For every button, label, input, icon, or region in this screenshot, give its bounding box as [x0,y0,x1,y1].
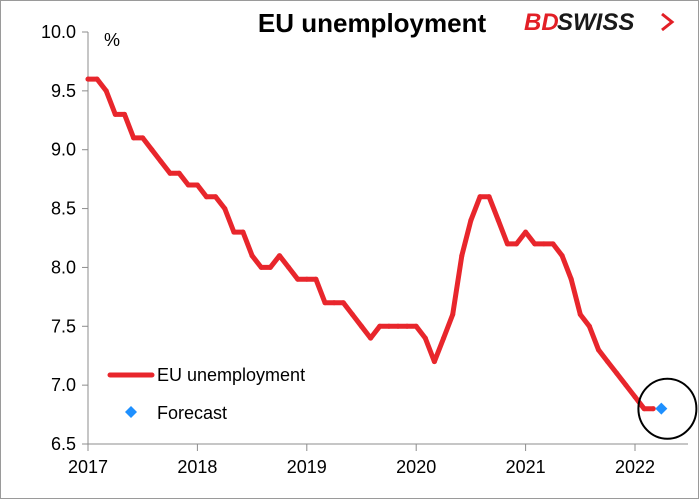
data-point [477,194,483,200]
data-point [441,335,447,341]
data-point [349,312,355,317]
data-point [577,312,583,317]
data-point [623,382,629,388]
data-point [650,406,656,412]
x-axis: 2017 2018 2019 2020 2021 2022 [68,443,688,477]
x-tick-label: 2018 [177,457,217,477]
y-unit-label: % [104,30,120,50]
data-point [459,253,465,259]
y-tick-label: 9.0 [51,140,76,160]
series-layer [85,76,668,415]
legend: EU unemployment Forecast [107,365,305,423]
data-point [277,253,282,259]
data-point [468,217,474,223]
x-tick-label: 2017 [68,457,108,477]
data-point [286,264,292,270]
x-tick-label: 2020 [396,457,436,477]
data-point [541,241,547,247]
data-point [413,323,419,329]
forecast-highlight-circle [637,377,698,440]
data-point [596,347,601,353]
data-point [568,276,574,282]
data-point [167,170,173,176]
data-point [131,135,137,141]
chart-title: EU unemployment [258,8,487,38]
y-tick-label: 6.5 [51,434,76,454]
y-tick-label: 7.5 [51,316,76,336]
forecast-marker [655,402,668,415]
data-point [249,253,255,259]
data-point [395,323,401,329]
data-point [641,406,647,412]
data-point [559,253,565,259]
data-point [322,300,328,306]
data-point [149,147,155,153]
data-point [550,241,556,247]
data-point [359,323,364,329]
data-point [258,264,264,270]
data-point [213,194,219,200]
data-point [85,76,91,82]
data-point [295,276,301,282]
legend-swatch-diamond [125,406,137,418]
data-point [267,264,273,270]
y-axis: 10.0 9.5 9.0 8.5 8.0 7.5 7.0 6.5 [41,22,89,454]
data-point [313,276,319,282]
data-point [94,76,100,82]
data-point [523,229,529,235]
data-point [486,194,492,200]
brand-text-swiss: SWISS [557,9,634,36]
y-tick-label: 7.0 [51,375,76,395]
data-point [504,241,510,247]
y-tick-label: 8.5 [51,199,76,219]
y-tick-label: 9.5 [51,81,76,101]
data-point [404,323,410,329]
x-tick-label: 2022 [615,457,655,477]
data-point [614,370,620,376]
x-tick-label: 2019 [287,457,327,477]
data-point [158,159,164,164]
data-point [140,135,146,141]
data-point [222,206,228,212]
data-point [240,229,246,235]
data-point [605,359,611,365]
data-point [495,217,501,223]
data-point [340,300,346,306]
bdswiss-logo: BD SWISS [524,9,675,36]
data-point [112,111,118,117]
data-point [386,323,392,329]
data-point [194,182,200,188]
data-point [422,335,428,341]
series-line-eu-unemployment [85,76,656,412]
y-tick-label: 10.0 [41,22,76,42]
data-point [368,335,374,341]
data-point [632,394,638,400]
data-point [450,312,456,317]
data-point [185,182,191,188]
x-tick-label: 2021 [506,457,546,477]
data-point [532,241,538,247]
brand-text-bd: BD [524,9,559,36]
legend-label: EU unemployment [157,365,305,385]
data-point [377,323,383,329]
y-tick-label: 8.0 [51,257,76,277]
data-point [103,88,109,94]
data-point [122,111,127,117]
brand-chevron-icon [661,12,675,32]
data-point [331,300,337,306]
data-point [304,276,310,282]
legend-label: Forecast [157,403,227,423]
data-point [586,323,592,329]
data-point [431,359,437,365]
data-point [204,194,209,200]
data-point [231,229,237,235]
data-point [176,170,182,176]
data-point [514,241,519,247]
